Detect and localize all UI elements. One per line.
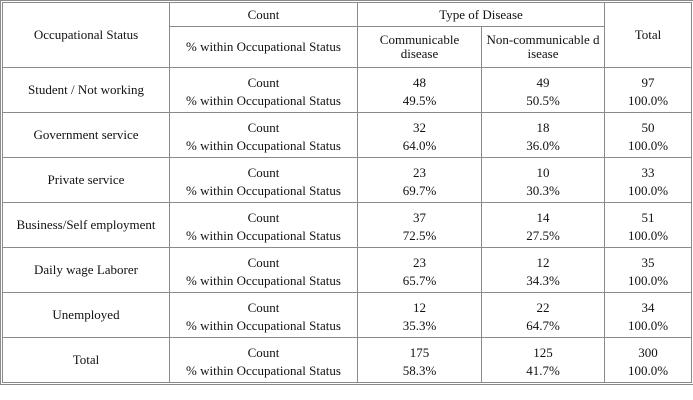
header-cell: Count [169,2,358,27]
count-cell: 32 [357,112,482,135]
count-cell: 14 [481,202,605,225]
stat-label: Count [169,292,358,315]
count-row: Student / Not working Count 48 49 97 [2,67,692,113]
stat-label: Count [169,67,358,90]
percent-cell: 35.3% [357,315,482,338]
percent-cell: 100.0% [604,270,692,293]
count-cell: 175 [357,337,482,360]
percent-cell: 100.0% [604,360,692,383]
count-cell: 23 [357,247,482,270]
row-label: Business/Self employment [2,202,170,248]
count-row: Business/Self employment Count 37 14 51 [2,202,692,248]
percent-cell: 30.3% [481,180,605,203]
percent-cell: 58.3% [357,360,482,383]
count-cell: 22 [481,292,605,315]
percent-cell: 49.5% [357,90,482,113]
header-cell: Communicable disease [357,26,482,68]
count-row: Private service Count 23 10 33 [2,157,692,203]
count-cell: 18 [481,112,605,135]
count-row: Daily wage Laborer Count 23 12 35 [2,247,692,293]
percent-row: % within Occupational Status 69.7% 30.3% 10… [3,180,692,203]
crosstab: Occupational Status Count Type of Diseas… [0,0,693,385]
count-cell: 12 [481,247,605,270]
percent-cell: 41.7% [481,360,605,383]
header-row: Occupational Status Count Type of Diseas… [2,2,692,68]
stat-label: Count [169,157,358,180]
percent-cell: 100.0% [604,225,692,248]
stat-label: % within Occupational Status [169,90,358,113]
header-cell: Total [604,2,692,68]
stat-label: % within Occupational Status [169,180,358,203]
count-cell: 23 [357,157,482,180]
percent-cell: 36.0% [481,135,605,158]
count-cell: 33 [604,157,692,180]
row-label: Daily wage Laborer [2,247,170,293]
percent-row: % within Occupational Status 64.0% 36.0% 10… [3,135,692,158]
count-cell: 37 [357,202,482,225]
header-cell: Non-communicable disease [481,26,605,68]
count-row: Government service Count 32 18 50 [2,112,692,158]
percent-cell: 50.5% [481,90,605,113]
row-label: Total [2,337,170,383]
count-cell: 97 [604,67,692,90]
count-cell: 10 [481,157,605,180]
stat-label: % within Occupational Status [169,315,358,338]
percent-row: % within Occupational Status 65.7% 34.3% 10… [3,270,692,293]
count-cell: 125 [481,337,605,360]
table-body: Occupational Status Count Type of Diseas… [2,2,692,383]
row-label: Private service [2,157,170,203]
percent-cell: 100.0% [604,180,692,203]
stat-label: % within Occupational Status [169,360,358,383]
count-cell: 49 [481,67,605,90]
percent-row: % within Occupational Status 58.3% 41.7% 10… [3,360,692,383]
percent-cell: 65.7% [357,270,482,293]
percent-cell: 72.5% [357,225,482,248]
header-cell: % within Occupational Status [169,26,358,68]
percent-cell: 27.5% [481,225,605,248]
percent-cell: 100.0% [604,90,692,113]
count-cell: 35 [604,247,692,270]
stat-label: % within Occupational Status [169,270,358,293]
header-cell: Type of Disease [357,2,605,27]
count-cell: 300 [604,337,692,360]
count-cell: 34 [604,292,692,315]
percent-cell: 69.7% [357,180,482,203]
count-cell: 48 [357,67,482,90]
stat-label: Count [169,337,358,360]
row-label: Unemployed [2,292,170,338]
count-cell: 51 [604,202,692,225]
percent-cell: 64.0% [357,135,482,158]
row-label: Government service [2,112,170,158]
count-cell: 12 [357,292,482,315]
percent-row: % within Occupational Status 35.3% 64.7% 10… [3,315,692,338]
stat-label: Count [169,202,358,225]
percent-cell: 100.0% [604,315,692,338]
count-row: Total Count 175 125 300 [2,337,692,383]
stat-label: % within Occupational Status [169,225,358,248]
percent-cell: 64.7% [481,315,605,338]
percent-row: % within Occupational Status 72.5% 27.5% 10… [3,225,692,248]
percent-cell: 34.3% [481,270,605,293]
stat-label: % within Occupational Status [169,135,358,158]
count-row: Unemployed Count 12 22 34 [2,292,692,338]
stat-label: Count [169,247,358,270]
stat-label: Count [169,112,358,135]
percent-cell: 100.0% [604,135,692,158]
row-label: Student / Not working [2,67,170,113]
count-cell: 50 [604,112,692,135]
header-cell: Occupational Status [2,2,170,68]
header-row: % within Occupational Status Communicabl… [3,26,692,68]
